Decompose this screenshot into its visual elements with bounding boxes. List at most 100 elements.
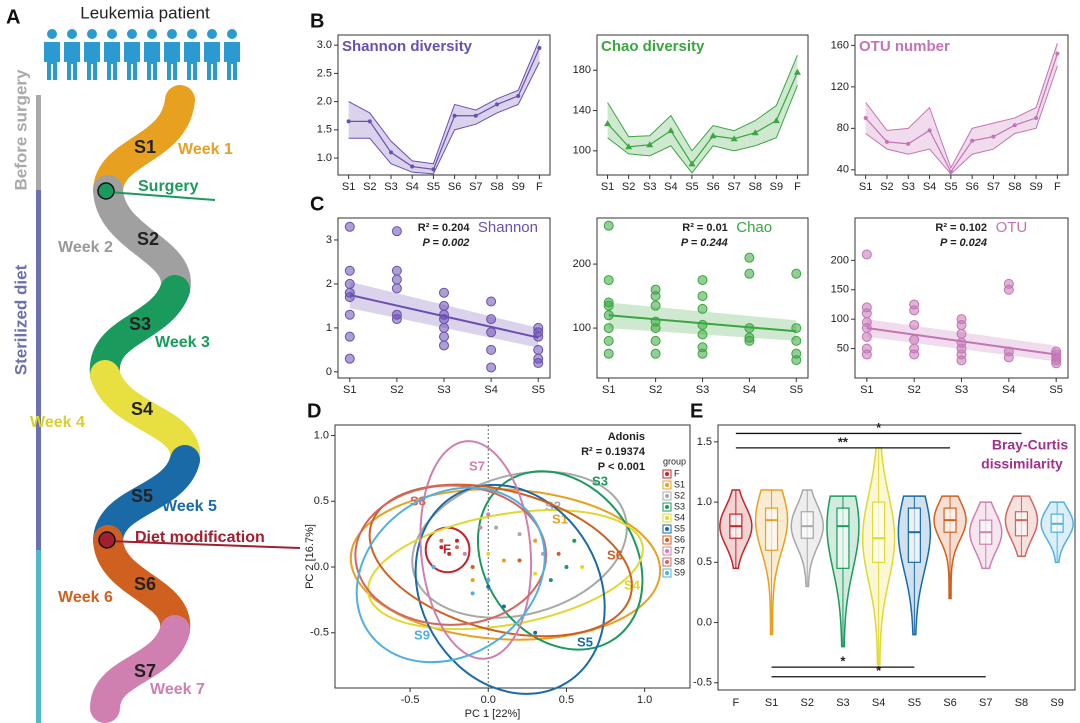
y-tick-label: 2.5: [317, 67, 332, 79]
x-tick-label: S5: [908, 697, 921, 709]
person-head: [67, 29, 77, 39]
point: [391, 283, 402, 294]
legend-label: S5: [674, 523, 685, 533]
x-tick-label: S7: [727, 181, 740, 193]
point: [391, 226, 402, 237]
patient-icons: [44, 29, 240, 80]
x-tick-label: 1.0: [637, 694, 652, 706]
band-upper: [348, 39, 540, 165]
y-tick-label: 100: [573, 145, 591, 157]
point: [564, 565, 569, 570]
point: [439, 340, 449, 351]
person-head: [187, 29, 197, 39]
point: [1003, 284, 1014, 295]
point: [572, 538, 577, 543]
point: [533, 344, 544, 355]
person-body: [204, 42, 220, 80]
x-tick-label: S1: [859, 181, 872, 193]
x-tick-label: S2: [880, 181, 893, 193]
plot-frame: [334, 424, 691, 689]
y-tick-label: 1.0: [697, 496, 712, 508]
point: [1051, 358, 1062, 369]
phase-bar: [36, 190, 41, 550]
point: [744, 268, 755, 279]
x-tick-label: S3: [437, 384, 450, 396]
y-tick-label: 2: [326, 278, 332, 290]
x-tick-label: F: [732, 697, 739, 709]
point: [956, 328, 967, 339]
point: [486, 362, 497, 373]
point: [439, 322, 449, 333]
band-fill: [865, 43, 1058, 174]
fit-line: [349, 293, 539, 339]
point: [462, 551, 467, 556]
point: [861, 308, 872, 319]
stat-r2: R² = 0.102: [935, 222, 987, 234]
marker: [410, 164, 415, 169]
legend-dot: [665, 549, 669, 553]
point: [861, 331, 872, 342]
legend-title: group: [663, 456, 686, 466]
marker: [927, 128, 932, 133]
stage-label: S2: [137, 229, 159, 249]
panel-letter: B: [310, 10, 324, 32]
point: [533, 538, 538, 543]
y-tick-label: 150: [831, 284, 849, 296]
point: [501, 604, 506, 609]
box: [872, 501, 886, 563]
legend-dot: [665, 538, 669, 542]
point: [494, 525, 499, 530]
x-tick-label: S1: [765, 697, 778, 709]
x-tick-label: S6: [448, 181, 461, 193]
ellipse-label: S7: [469, 458, 485, 473]
x-axis-label: PC 1 [22%]: [465, 708, 521, 720]
marker: [991, 134, 996, 139]
band-lower: [607, 85, 798, 174]
legend-dot: [665, 516, 669, 520]
x-tick-label: S8: [1015, 697, 1028, 709]
ellipse-label: S1: [552, 511, 568, 526]
legend-label: S9: [674, 567, 685, 577]
x-tick-label: S1: [602, 384, 615, 396]
marker: [709, 132, 717, 139]
y-axis-label: PC 2 [16.7%]: [304, 524, 316, 589]
point: [431, 565, 436, 570]
x-tick-label: S7: [469, 181, 482, 193]
x-tick-label: S9: [1050, 697, 1063, 709]
x-tick-label: F: [536, 181, 543, 193]
point: [533, 630, 538, 635]
x-tick-label: S4: [923, 181, 936, 193]
point: [791, 335, 802, 346]
x-tick-label: S3: [836, 697, 849, 709]
point: [548, 578, 553, 583]
box: [764, 507, 779, 551]
group-ellipse: [355, 486, 546, 664]
point: [909, 320, 920, 331]
point: [470, 578, 475, 583]
x-tick-label: F: [794, 181, 801, 193]
x-tick-label: S2: [390, 384, 403, 396]
point: [697, 329, 708, 340]
marker: [367, 119, 372, 124]
x-tick-label: S4: [872, 697, 885, 709]
marker: [625, 143, 633, 150]
x-tick-label: S5: [685, 181, 698, 193]
y-tick-label: 1.5: [317, 124, 332, 136]
point: [603, 335, 614, 346]
person-body: [184, 42, 200, 80]
y-tick-label: -0.5: [693, 677, 712, 689]
point: [603, 348, 614, 359]
point: [603, 323, 614, 334]
group-ellipse: [411, 470, 628, 619]
person-body: [224, 42, 240, 80]
point: [344, 265, 355, 276]
x-tick-label: S4: [664, 181, 677, 193]
point: [447, 551, 452, 556]
significance-label: *: [876, 663, 882, 678]
point: [486, 578, 491, 583]
marker: [537, 45, 542, 50]
x-tick-label: S1: [343, 384, 356, 396]
person-head: [107, 29, 117, 39]
point: [697, 319, 708, 330]
annotation: R² = 0.19374: [581, 446, 646, 458]
